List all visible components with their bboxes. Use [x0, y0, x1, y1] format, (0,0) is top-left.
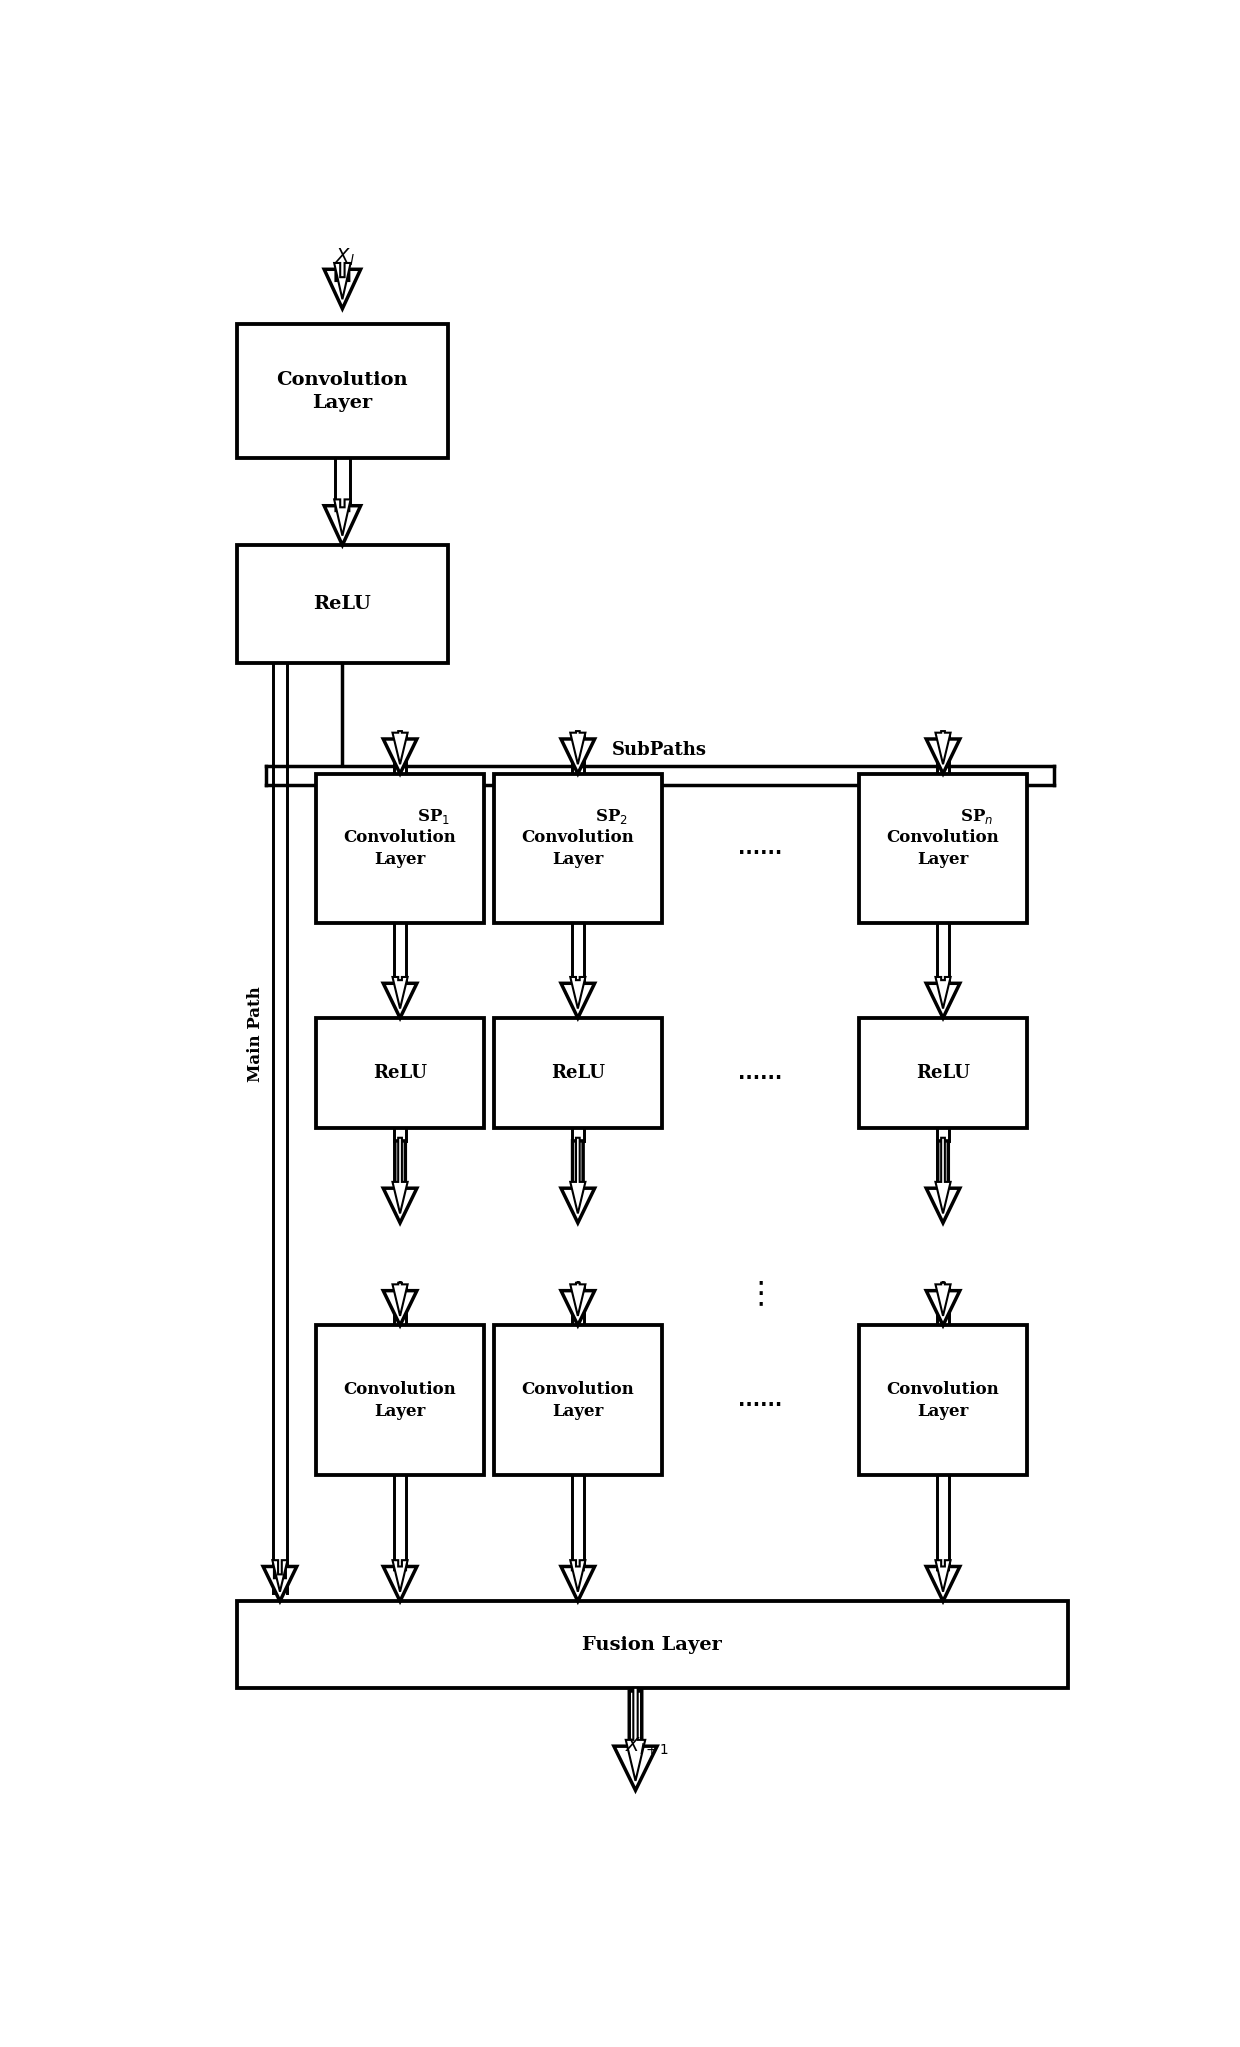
- Text: Convolution
Layer: Convolution Layer: [522, 1380, 634, 1421]
- Text: ......: ......: [738, 1064, 782, 1083]
- Polygon shape: [935, 1283, 951, 1316]
- Polygon shape: [324, 506, 361, 545]
- Text: Fusion Layer: Fusion Layer: [583, 1636, 722, 1654]
- Text: ReLU: ReLU: [314, 596, 371, 614]
- Polygon shape: [926, 1286, 960, 1324]
- Polygon shape: [926, 1140, 960, 1222]
- FancyBboxPatch shape: [316, 774, 484, 923]
- Polygon shape: [383, 983, 417, 1017]
- Polygon shape: [560, 1140, 595, 1222]
- FancyBboxPatch shape: [237, 325, 448, 459]
- Polygon shape: [324, 270, 361, 309]
- Polygon shape: [614, 1691, 657, 1791]
- Text: SP$_2$: SP$_2$: [595, 807, 629, 825]
- FancyBboxPatch shape: [494, 774, 662, 923]
- Text: ⋮: ⋮: [384, 1279, 415, 1308]
- Polygon shape: [560, 983, 595, 1017]
- Polygon shape: [570, 1560, 585, 1593]
- Polygon shape: [570, 1283, 585, 1316]
- FancyBboxPatch shape: [316, 1324, 484, 1476]
- Polygon shape: [570, 1138, 585, 1214]
- FancyBboxPatch shape: [316, 1017, 484, 1128]
- Text: SP$_n$: SP$_n$: [960, 807, 993, 825]
- Text: ......: ......: [738, 839, 782, 858]
- Polygon shape: [383, 1566, 417, 1601]
- Text: $X_{l+1}$: $X_{l+1}$: [625, 1736, 670, 1756]
- Polygon shape: [334, 262, 351, 299]
- Polygon shape: [935, 976, 951, 1009]
- Text: ⋮: ⋮: [745, 1279, 776, 1308]
- Text: Convolution
Layer: Convolution Layer: [343, 829, 456, 868]
- Text: ReLU: ReLU: [373, 1064, 427, 1083]
- Polygon shape: [393, 1283, 408, 1316]
- Polygon shape: [393, 976, 408, 1009]
- Polygon shape: [560, 1566, 595, 1601]
- FancyBboxPatch shape: [494, 1017, 662, 1128]
- Text: Convolution
Layer: Convolution Layer: [277, 371, 408, 411]
- Polygon shape: [560, 735, 595, 774]
- Text: $X_l$: $X_l$: [335, 246, 355, 268]
- Polygon shape: [273, 1560, 288, 1593]
- Polygon shape: [926, 983, 960, 1017]
- Text: Convolution
Layer: Convolution Layer: [522, 829, 634, 868]
- Polygon shape: [263, 1566, 296, 1601]
- Polygon shape: [926, 735, 960, 774]
- Text: SubPaths: SubPaths: [613, 741, 707, 759]
- Text: ⋮: ⋮: [928, 1279, 959, 1308]
- Text: ⋮: ⋮: [563, 1279, 593, 1308]
- FancyBboxPatch shape: [859, 774, 1027, 923]
- Polygon shape: [393, 731, 408, 764]
- Polygon shape: [334, 499, 351, 536]
- Text: Convolution
Layer: Convolution Layer: [887, 829, 999, 868]
- Text: Convolution
Layer: Convolution Layer: [343, 1380, 456, 1421]
- Polygon shape: [935, 1138, 951, 1214]
- Polygon shape: [570, 976, 585, 1009]
- Polygon shape: [383, 735, 417, 774]
- Text: SP$_1$: SP$_1$: [418, 807, 450, 825]
- Polygon shape: [383, 1140, 417, 1222]
- FancyBboxPatch shape: [237, 1601, 1068, 1689]
- Polygon shape: [393, 1560, 408, 1593]
- Polygon shape: [626, 1689, 645, 1781]
- Polygon shape: [570, 731, 585, 764]
- Text: Main Path: Main Path: [248, 987, 264, 1081]
- Polygon shape: [383, 1286, 417, 1324]
- FancyBboxPatch shape: [859, 1324, 1027, 1476]
- Text: Convolution
Layer: Convolution Layer: [887, 1380, 999, 1421]
- Polygon shape: [935, 1560, 951, 1593]
- FancyBboxPatch shape: [237, 545, 448, 663]
- Polygon shape: [926, 1566, 960, 1601]
- FancyBboxPatch shape: [859, 1017, 1027, 1128]
- Text: ReLU: ReLU: [551, 1064, 605, 1083]
- Text: ......: ......: [738, 1390, 782, 1410]
- Polygon shape: [560, 1286, 595, 1324]
- Polygon shape: [393, 1138, 408, 1214]
- FancyBboxPatch shape: [494, 1324, 662, 1476]
- Text: ReLU: ReLU: [916, 1064, 970, 1083]
- Polygon shape: [935, 731, 951, 764]
